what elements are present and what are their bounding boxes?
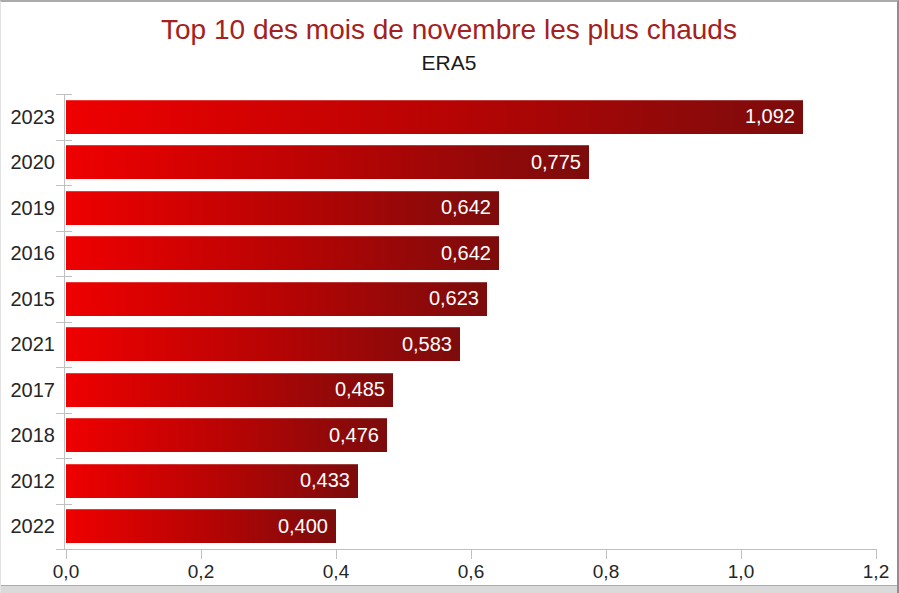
- bar-value-label: 0,485: [335, 378, 393, 401]
- bar: 0,476: [66, 418, 387, 452]
- bar: 0,433: [66, 464, 358, 498]
- y-axis-label: 2021: [3, 334, 55, 354]
- bar: 0,485: [66, 373, 393, 407]
- y-axis-label: 2018: [3, 425, 55, 445]
- bar: 0,642: [66, 191, 499, 225]
- bar-value-label: 0,642: [441, 242, 499, 265]
- x-axis-tick-label: 1,2: [846, 561, 899, 583]
- bar: 0,400: [66, 509, 336, 543]
- bar-value-label: 0,583: [402, 333, 460, 356]
- bar: 0,583: [66, 327, 460, 361]
- bar-value-label: 0,400: [278, 515, 336, 538]
- bar: 0,775: [66, 145, 589, 179]
- bar-value-label: 1,092: [745, 105, 803, 128]
- bar: 0,623: [66, 282, 487, 316]
- y-axis-label: 2016: [3, 243, 55, 263]
- x-axis-tick: [66, 550, 67, 559]
- x-axis-tick-label: 1,0: [711, 561, 771, 583]
- bar: 0,642: [66, 236, 499, 270]
- y-axis-label: 2023: [3, 107, 55, 127]
- x-axis-tick: [471, 550, 472, 559]
- window-bottom-edge: [1, 585, 897, 593]
- chart-window: Top 10 des mois de novembre les plus cha…: [0, 0, 899, 593]
- y-axis-tick: [56, 94, 72, 95]
- y-axis-tick: [56, 504, 72, 505]
- y-axis-label: 2020: [3, 152, 55, 172]
- y-axis-label: 2015: [3, 289, 55, 309]
- x-axis-tick: [741, 550, 742, 559]
- x-axis-tick: [606, 550, 607, 559]
- y-axis-label: 2022: [3, 516, 55, 536]
- bar-value-label: 0,433: [300, 469, 358, 492]
- bar: 1,092: [66, 100, 803, 134]
- x-axis-tick-label: 0,8: [576, 561, 636, 583]
- y-axis-label: 2017: [3, 380, 55, 400]
- y-axis-tick: [56, 367, 72, 368]
- y-axis-tick: [56, 322, 72, 323]
- y-axis-label: 2012: [3, 471, 55, 491]
- x-axis-tick-label: 0,6: [441, 561, 501, 583]
- x-axis-tick: [876, 550, 877, 559]
- x-axis-tick: [336, 550, 337, 559]
- x-axis-tick-label: 0,4: [306, 561, 366, 583]
- plot-area: 2023 1,092 2020 0,775 2019 0,642 2016 0,642 2015…: [1, 2, 899, 593]
- x-axis-tick: [201, 550, 202, 559]
- y-axis-tick: [56, 276, 72, 277]
- y-axis-tick: [56, 140, 72, 141]
- bar-value-label: 0,476: [329, 424, 387, 447]
- y-axis-tick: [56, 185, 72, 186]
- y-axis-tick: [56, 413, 72, 414]
- y-axis-tick: [56, 458, 72, 459]
- y-axis-tick: [56, 549, 72, 550]
- x-axis-tick-label: 0,0: [36, 561, 96, 583]
- bar-value-label: 0,642: [441, 196, 499, 219]
- y-axis-tick: [56, 231, 72, 232]
- y-axis-label: 2019: [3, 198, 55, 218]
- bar-value-label: 0,775: [531, 151, 589, 174]
- bar-value-label: 0,623: [429, 287, 487, 310]
- x-axis-tick-label: 0,2: [171, 561, 231, 583]
